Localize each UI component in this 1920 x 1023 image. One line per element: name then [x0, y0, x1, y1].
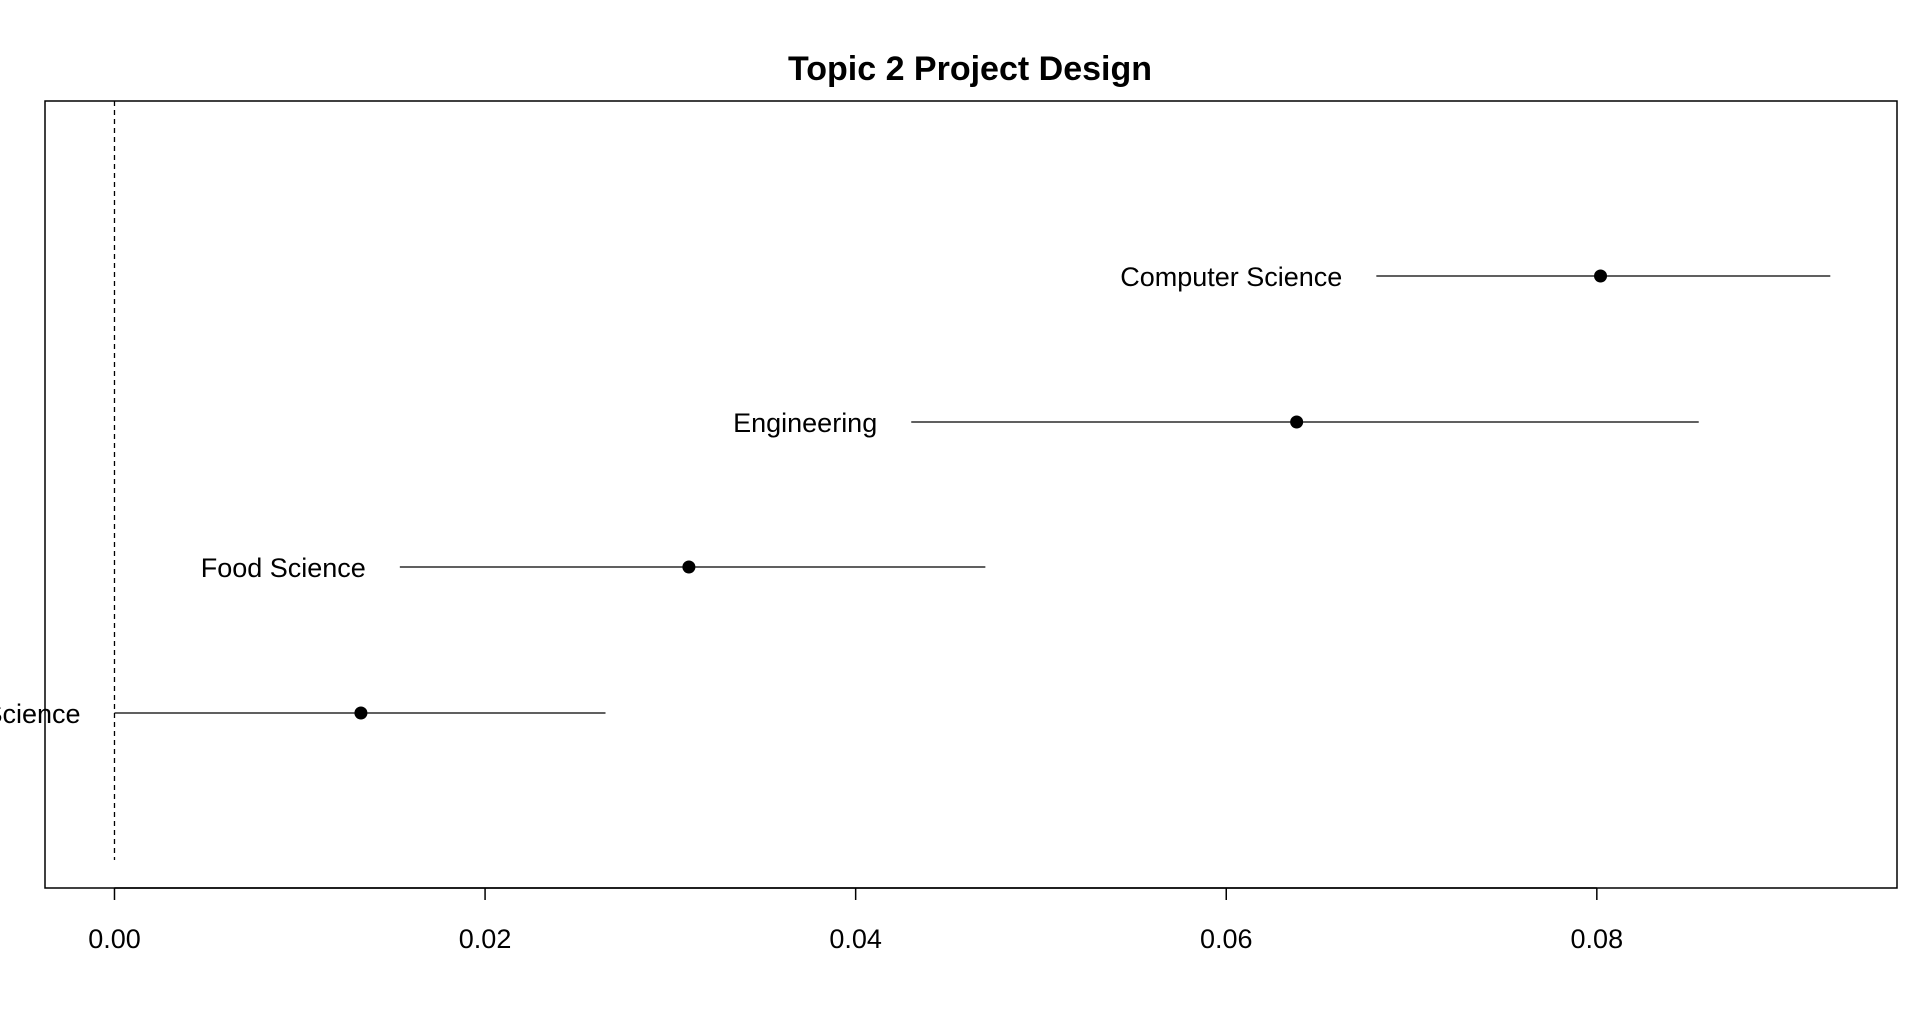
estimate-row: Food Science: [201, 553, 986, 583]
point-estimate-marker: [1594, 269, 1608, 283]
x-tick-label: 0.02: [459, 924, 512, 954]
x-tick-label: 0.00: [88, 924, 141, 954]
point-estimate-marker: [682, 560, 696, 574]
point-estimate-marker: [354, 706, 368, 720]
point-label: Computer Science: [1120, 262, 1342, 292]
point-estimate-marker: [1290, 415, 1304, 429]
point-label: Food Science: [201, 553, 366, 583]
point-label: Engineering: [733, 408, 877, 438]
plot-marks: Computer Science Engineering Food Science S…: [0, 262, 1831, 729]
chart-title: Topic 2 Project Design: [788, 50, 1152, 88]
x-tick-label: 0.06: [1200, 924, 1253, 954]
x-tick-label: 0.04: [829, 924, 882, 954]
estimate-row: Science: [0, 699, 606, 729]
estimate-row: Engineering: [733, 408, 1699, 438]
point-label: Science: [0, 699, 80, 729]
estimate-row: Computer Science: [1120, 262, 1831, 292]
plot-frame: [44, 100, 1898, 889]
x-axis: 0.00 0.02 0.04 0.06 0.08: [88, 887, 1624, 954]
x-tick-label: 0.08: [1571, 924, 1624, 954]
